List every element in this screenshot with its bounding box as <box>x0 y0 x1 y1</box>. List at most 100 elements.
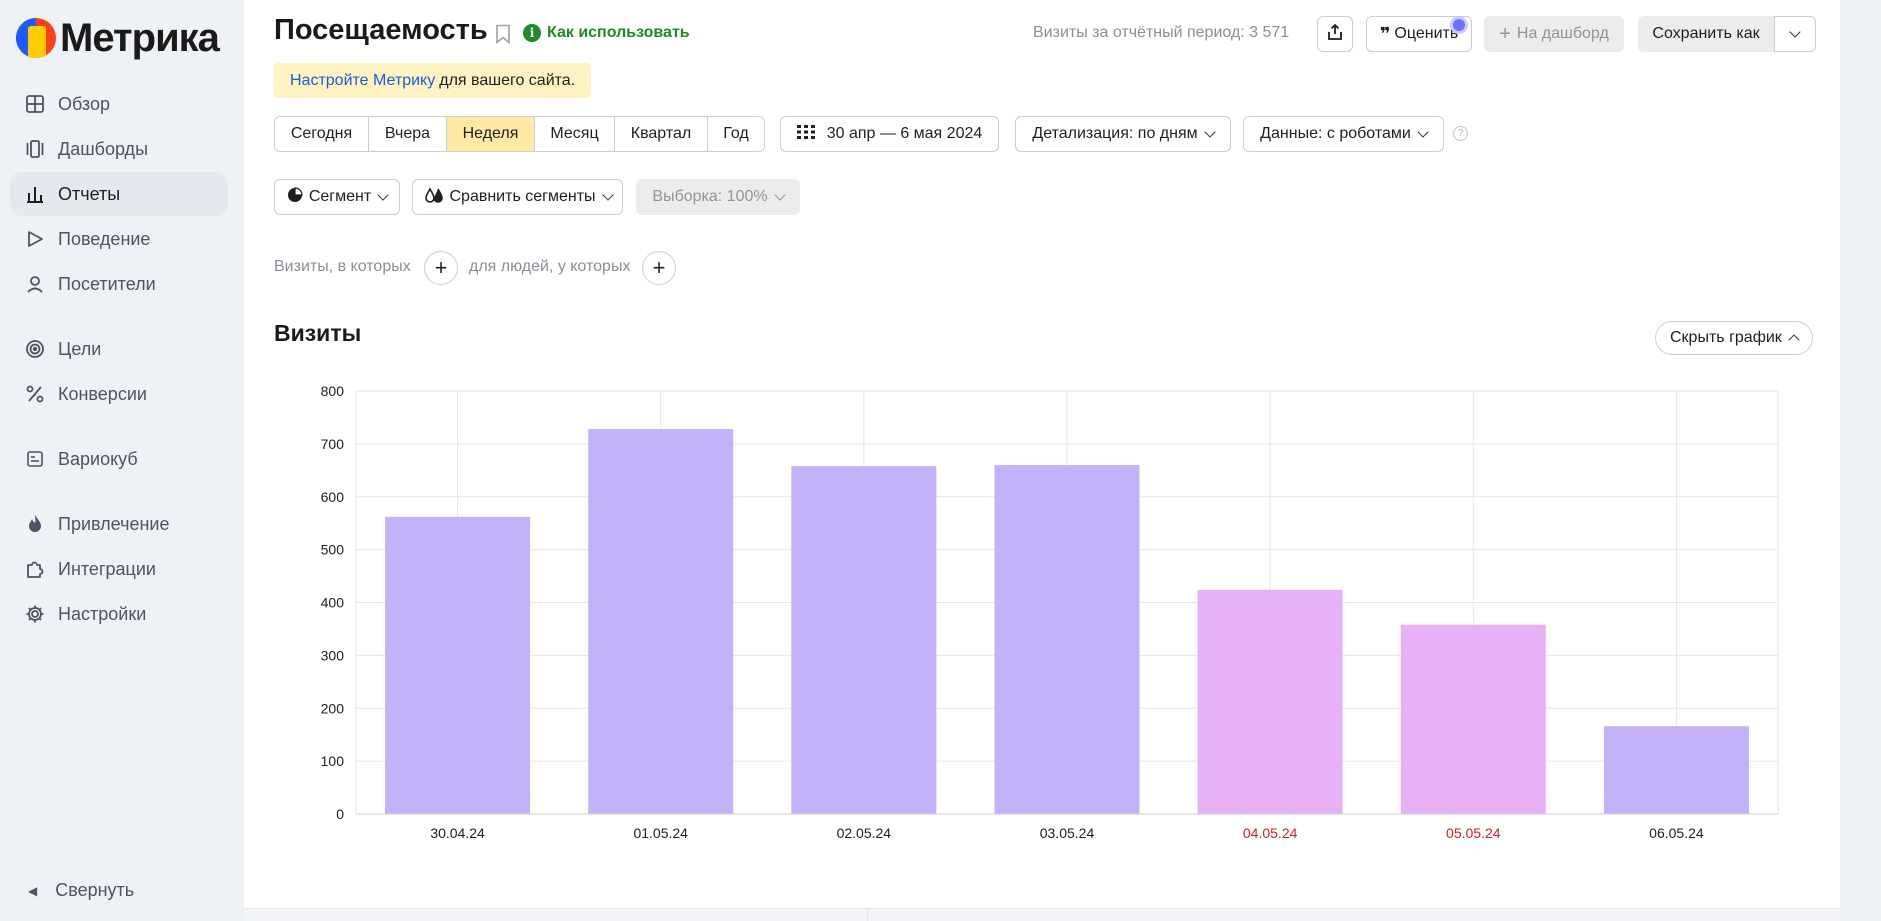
add-people-condition-button[interactable]: + <box>642 251 676 285</box>
sidebar-item-variocube[interactable]: Вариокуб <box>10 437 228 481</box>
sample-dropdown[interactable]: Выборка: 100% <box>636 179 800 215</box>
puzzle-icon <box>24 558 46 580</box>
date-range-button[interactable]: 30 апр — 6 мая 2024 <box>780 116 999 152</box>
chevron-down-icon <box>1203 126 1216 138</box>
share-button[interactable] <box>1317 16 1353 52</box>
x-tick-label: 01.05.24 <box>633 825 688 841</box>
drops-icon <box>423 186 445 208</box>
segment-dropdown[interactable]: Сегмент <box>274 179 400 215</box>
sidebar-item-label: Привлечение <box>58 513 170 534</box>
plus-icon: + <box>434 255 448 280</box>
setup-notice: Настройте Метрику для вашего сайта. <box>274 63 592 98</box>
play-icon <box>24 228 46 250</box>
y-tick-label: 500 <box>321 542 345 558</box>
y-tick-label: 700 <box>321 436 345 452</box>
help-icon[interactable]: ? <box>1453 126 1468 141</box>
gear-icon <box>24 603 46 625</box>
visits-bar-chart: 0 100 200 300 400 500 600 700 800 30.04.24 01.05.2… <box>321 383 1779 841</box>
percent-icon <box>24 383 46 405</box>
y-tick-label: 200 <box>321 700 345 716</box>
table-header-strip <box>244 908 1840 921</box>
bar-chart-icon <box>24 183 46 205</box>
sidebar-item-label: Дашборды <box>58 138 148 159</box>
y-tick-label: 600 <box>321 489 345 505</box>
period-yesterday[interactable]: Вчера <box>369 117 447 151</box>
target-icon <box>24 338 46 360</box>
bookmark-icon[interactable] <box>495 24 511 49</box>
x-tick-label: 03.05.24 <box>1040 825 1095 841</box>
to-dashboard-button[interactable]: + На дашборд <box>1484 16 1624 52</box>
cube-icon <box>24 448 46 470</box>
sidebar-item-label: Обзор <box>58 93 110 114</box>
brand-name: Метрика <box>60 16 220 60</box>
bar[interactable] <box>1603 726 1749 814</box>
sample-label: Выборка: 100% <box>652 188 768 205</box>
grid-icon <box>24 93 46 115</box>
period-year[interactable]: Год <box>708 117 764 151</box>
period-month[interactable]: Месяц <box>535 117 615 151</box>
setup-notice-text: для вашего сайта. <box>439 71 576 89</box>
people-condition-label: для людей, у которых <box>469 258 631 275</box>
bar[interactable] <box>791 466 937 814</box>
chevron-up-icon <box>1788 334 1800 346</box>
sidebar-item-label: Вариокуб <box>58 448 138 469</box>
info-icon: i <box>523 24 541 42</box>
save-as-label: Сохранить как <box>1652 25 1760 42</box>
share-icon <box>1327 23 1343 46</box>
sidebar-item-label: Посетители <box>58 273 156 294</box>
period-week[interactable]: Неделя <box>447 117 535 151</box>
setup-metrika-link[interactable]: Настройте Метрику <box>290 71 436 89</box>
calendar-icon <box>796 124 815 144</box>
bar[interactable] <box>994 465 1140 814</box>
sidebar-item-dashboards[interactable]: Дашборды <box>10 127 228 171</box>
collapse-label: Свернуть <box>55 880 135 900</box>
sidebar-item-conversions[interactable]: Конверсии <box>10 372 228 416</box>
collapse-sidebar-button[interactable]: ◀ Свернуть <box>28 880 134 901</box>
compare-segments-dropdown[interactable]: Сравнить сегменты <box>412 179 623 215</box>
period-today[interactable]: Сегодня <box>275 117 369 151</box>
notification-dot <box>1453 19 1465 31</box>
how-to-use-label: Как использовать <box>547 24 690 41</box>
quote-icon: ❞ <box>1379 23 1391 44</box>
period-quarter[interactable]: Квартал <box>615 117 708 151</box>
bar[interactable] <box>1197 589 1343 814</box>
flame-icon <box>24 513 46 535</box>
save-as-button[interactable]: Сохранить как <box>1638 16 1774 52</box>
sidebar-item-label: Интеграции <box>58 558 156 579</box>
bar[interactable] <box>588 429 734 814</box>
chevron-down-icon <box>1789 26 1801 38</box>
save-as-dropdown-button[interactable] <box>1774 16 1816 52</box>
sidebar: Метрика Обзор Дашборды Отчеты Поведение … <box>0 0 244 921</box>
detail-dropdown[interactable]: Детализация: по дням <box>1015 116 1231 152</box>
how-to-use-link[interactable]: i Как использовать <box>523 24 690 42</box>
segment-label: Сегмент <box>308 188 372 205</box>
sidebar-item-settings[interactable]: Настройки <box>10 592 228 636</box>
sidebar-item-label: Настройки <box>58 603 147 624</box>
sidebar-item-integrations[interactable]: Интеграции <box>10 547 228 591</box>
chevron-down-icon <box>773 189 786 201</box>
detail-label: Детализация: по дням <box>1032 125 1198 142</box>
data-label: Данные: с роботами <box>1260 125 1411 142</box>
sidebar-item-goals[interactable]: Цели <box>10 327 228 371</box>
y-tick-label: 400 <box>321 595 345 611</box>
y-tick-label: 800 <box>321 383 345 399</box>
user-icon <box>24 273 46 295</box>
data-dropdown[interactable]: Данные: с роботами <box>1243 116 1444 152</box>
bar[interactable] <box>1400 624 1546 814</box>
sidebar-item-overview[interactable]: Обзор <box>10 82 228 126</box>
page-title: Посещаемость <box>274 14 488 46</box>
sidebar-item-behavior[interactable]: Поведение <box>10 217 228 261</box>
rate-button[interactable]: ❞ Оценить <box>1366 16 1472 52</box>
plus-icon: + <box>1499 22 1511 45</box>
add-visit-condition-button[interactable]: + <box>424 251 458 285</box>
dashboards-icon <box>24 138 46 160</box>
hide-chart-label: Скрыть график <box>1670 329 1782 346</box>
sidebar-item-reports[interactable]: Отчеты <box>10 172 228 216</box>
plus-icon: + <box>652 255 666 280</box>
hide-chart-button[interactable]: Скрыть график <box>1655 321 1813 355</box>
metrika-logo[interactable]: Метрика <box>16 16 220 60</box>
sidebar-item-acquisition[interactable]: Привлечение <box>10 502 228 546</box>
bar[interactable] <box>385 516 531 814</box>
date-range-label: 30 апр — 6 мая 2024 <box>826 125 983 142</box>
sidebar-item-visitors[interactable]: Посетители <box>10 262 228 306</box>
